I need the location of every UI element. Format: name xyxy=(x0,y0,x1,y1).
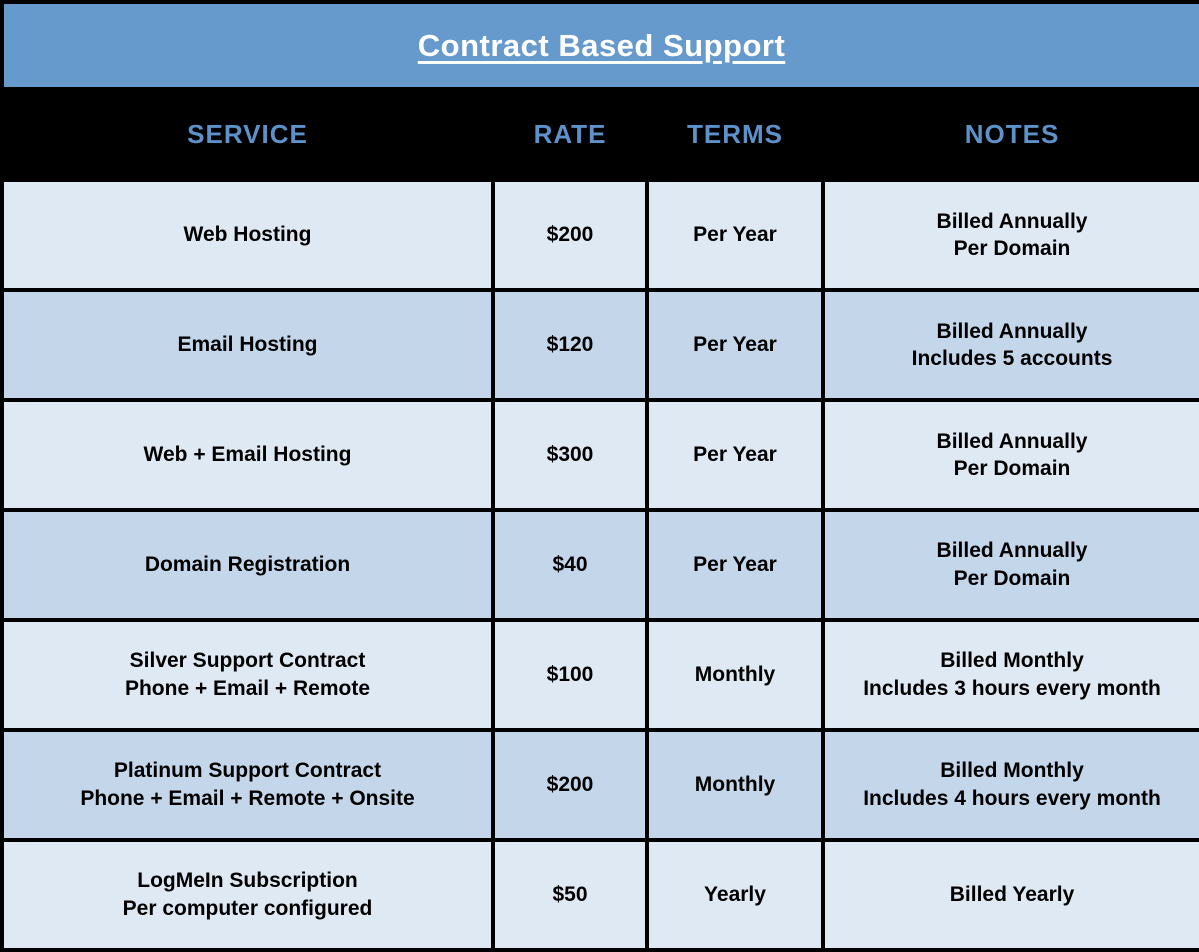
cell-terms: Per Year xyxy=(645,178,825,293)
cell-service: Email Hosting xyxy=(0,288,495,403)
cell-rate: $200 xyxy=(491,728,649,842)
note-line: Billed Monthly xyxy=(940,759,1084,783)
service-name: Domain Registration xyxy=(144,553,351,577)
service-name: LogMeIn Subscription xyxy=(137,869,358,893)
cell-terms: Monthly xyxy=(645,728,825,842)
cell-notes: Billed Annually Per Domain xyxy=(820,398,1199,513)
note-line: Billed Annually xyxy=(936,319,1088,343)
column-header-row: SERVICE RATE TERMS NOTES xyxy=(0,87,1199,183)
service-name: Email Hosting xyxy=(177,333,318,357)
cell-notes: Billed Monthly Includes 3 hours every mo… xyxy=(820,618,1199,733)
cell-rate: $40 xyxy=(491,508,649,623)
cell-rate: $300 xyxy=(491,398,649,513)
cell-terms: Monthly xyxy=(645,618,825,733)
cell-notes: Billed Monthly Includes 4 hours every mo… xyxy=(820,728,1199,842)
service-name: Silver Support Contract xyxy=(129,649,366,673)
service-detail: Phone + Email + Remote + Onsite xyxy=(80,787,415,811)
cell-service: Platinum Support Contract Phone + Email … xyxy=(0,728,495,842)
cell-terms: Per Year xyxy=(645,398,825,513)
note-line: Per Domain xyxy=(953,237,1071,261)
note-line: Billed Yearly xyxy=(949,883,1075,907)
service-name: Web Hosting xyxy=(183,223,312,247)
cell-notes: Billed Annually Per Domain xyxy=(820,178,1199,293)
table-row: Web + Email Hosting $300 Per Year Billed… xyxy=(0,398,1199,513)
note-line: Includes 5 accounts xyxy=(911,347,1113,371)
note-line: Per Domain xyxy=(953,567,1071,591)
title-bar: Contract Based Support xyxy=(0,0,1199,90)
cell-notes: Billed Annually Per Domain xyxy=(820,508,1199,623)
cell-terms: Yearly xyxy=(645,838,825,952)
note-line: Includes 3 hours every month xyxy=(863,677,1161,701)
service-detail: Per computer configured xyxy=(122,897,373,920)
table-row: LogMeIn Subscription Per computer config… xyxy=(0,838,1199,952)
cell-terms: Per Year xyxy=(645,288,825,403)
cell-rate: $50 xyxy=(491,838,649,952)
cell-terms: Per Year xyxy=(645,508,825,623)
service-name: Platinum Support Contract xyxy=(113,759,382,783)
table-row: Web Hosting $200 Per Year Billed Annuall… xyxy=(0,178,1199,293)
column-header-notes: NOTES xyxy=(820,87,1199,183)
service-detail: Phone + Email + Remote xyxy=(124,677,371,701)
note-line: Per Domain xyxy=(953,457,1071,481)
cell-service: Domain Registration xyxy=(0,508,495,623)
cell-rate: $200 xyxy=(491,178,649,293)
table-row: Domain Registration $40 Per Year Billed … xyxy=(0,508,1199,623)
cell-service: Silver Support Contract Phone + Email + … xyxy=(0,618,495,733)
note-line: Billed Monthly xyxy=(940,649,1084,673)
note-line: Billed Annually xyxy=(936,539,1088,563)
title-cell: Contract Based Support xyxy=(0,0,1199,90)
note-line: Billed Annually xyxy=(936,209,1088,233)
table-row: Email Hosting $120 Per Year Billed Annua… xyxy=(0,288,1199,403)
note-line: Includes 4 hours every month xyxy=(863,787,1161,811)
cell-service: LogMeIn Subscription Per computer config… xyxy=(0,838,495,952)
page-title: Contract Based Support xyxy=(417,27,786,63)
note-line: Billed Annually xyxy=(936,429,1088,453)
service-name: Web + Email Hosting xyxy=(143,443,352,467)
table-row: Silver Support Contract Phone + Email + … xyxy=(0,618,1199,733)
table-row: Platinum Support Contract Phone + Email … xyxy=(0,728,1199,842)
cell-notes: Billed Yearly xyxy=(820,838,1199,952)
column-header-service: SERVICE xyxy=(0,87,495,183)
column-header-terms: TERMS xyxy=(645,87,825,183)
cell-service: Web + Email Hosting xyxy=(0,398,495,513)
cell-notes: Billed Annually Includes 5 accounts xyxy=(820,288,1199,403)
cell-rate: $120 xyxy=(491,288,649,403)
column-header-rate: RATE xyxy=(491,87,649,183)
cell-rate: $100 xyxy=(491,618,649,733)
cell-service: Web Hosting xyxy=(0,178,495,293)
